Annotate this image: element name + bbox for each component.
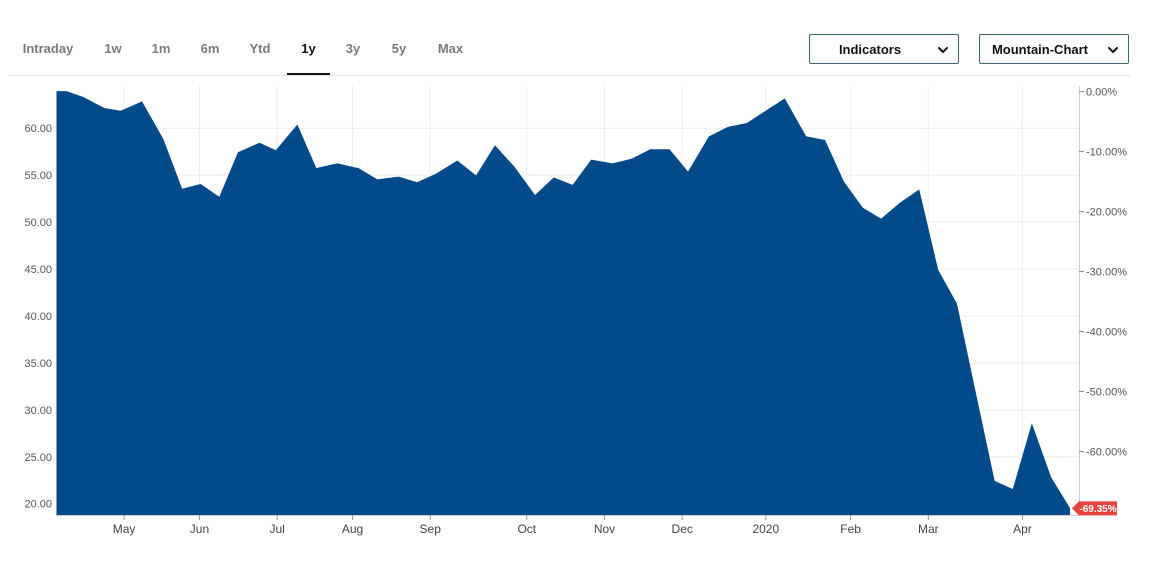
y-tick-label: 55.00 <box>24 170 52 182</box>
last-change-badge: -69.35% <box>1072 501 1117 516</box>
x-tick-label: Aug <box>342 522 363 536</box>
x-tick-label: Jul <box>270 522 285 536</box>
x-tick-label: Sep <box>420 522 442 536</box>
tab-max[interactable]: Max <box>437 41 464 56</box>
tab-1y[interactable]: 1y <box>287 30 330 75</box>
pct-tick-label: -20.00% <box>1086 207 1127 219</box>
pct-tick-label: -40.00% <box>1086 327 1127 339</box>
x-tick-label: Apr <box>1013 522 1032 536</box>
badge-shape <box>1072 501 1117 516</box>
chart-type-dropdown-label: Mountain-Chart <box>991 42 1089 57</box>
x-tick-label: Jun <box>190 522 209 536</box>
y-tick-label: 35.00 <box>24 358 52 370</box>
x-tick-label: May <box>113 522 136 536</box>
tab-ytd[interactable]: Ytd <box>249 41 271 56</box>
range-tab-bar: Intraday 1w 1m 6m Ytd 1y 3y 5y Max <box>8 30 1130 76</box>
y-tick-label: 20.00 <box>24 499 52 511</box>
tab-3y[interactable]: 3y <box>345 41 361 56</box>
tab-6m[interactable]: 6m <box>200 41 220 56</box>
y-tick-label: 40.00 <box>24 311 52 323</box>
pct-tick-label: 0.00% <box>1086 87 1117 99</box>
indicators-dropdown-label: Indicators <box>838 42 902 57</box>
pct-tick-label: -60.00% <box>1086 447 1127 459</box>
x-tick-label: Oct <box>517 522 536 536</box>
x-tick-label: Nov <box>594 522 615 536</box>
tab-1w[interactable]: 1w <box>104 41 122 56</box>
y-tick-label: 25.00 <box>24 452 52 464</box>
tab-5y[interactable]: 5y <box>391 41 407 56</box>
x-tick-label: 2020 <box>752 522 779 536</box>
pct-tick-label: -30.00% <box>1086 267 1127 279</box>
x-tick-label: Mar <box>918 522 939 536</box>
chevron-down-icon <box>1108 47 1118 53</box>
indicators-dropdown[interactable]: Indicators <box>809 34 959 64</box>
y-tick-label: 30.00 <box>24 405 52 417</box>
x-tick-label: Dec <box>672 522 693 536</box>
tab-intraday[interactable]: Intraday <box>22 41 74 56</box>
y-tick-label: 60.00 <box>24 123 52 135</box>
chevron-down-icon <box>938 47 948 53</box>
pct-tick-label: -50.00% <box>1086 387 1127 399</box>
last-change-label: -69.35% <box>1079 504 1116 515</box>
y-tick-label: 50.00 <box>24 217 52 229</box>
chart-type-dropdown[interactable]: Mountain-Chart <box>979 34 1129 64</box>
tab-1m[interactable]: 1m <box>151 41 171 56</box>
pct-tick-label: -10.00% <box>1086 147 1127 159</box>
x-tick-label: Feb <box>840 522 861 536</box>
price-area-series <box>56 91 1071 516</box>
y-tick-label: 45.00 <box>24 264 52 276</box>
